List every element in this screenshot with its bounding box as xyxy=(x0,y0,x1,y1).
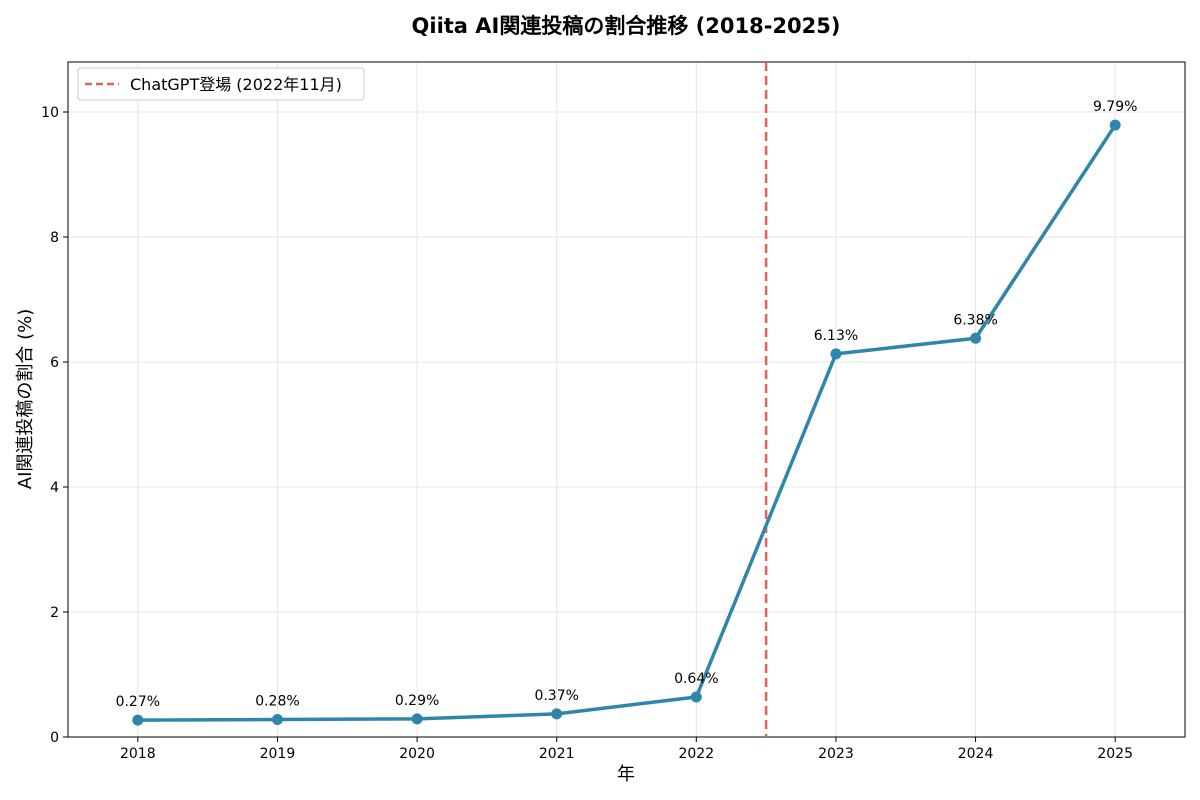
x-axis-label: 年 xyxy=(617,764,635,785)
legend-box xyxy=(77,67,365,101)
x-tick-label: 2021 xyxy=(539,746,575,762)
data-label: 6.38% xyxy=(953,312,997,328)
data-point xyxy=(551,708,563,720)
data-label: 0.37% xyxy=(534,688,578,704)
data-point xyxy=(970,332,982,344)
chart-title: Qiita AI関連投稿の割合推移 (2018-2025) xyxy=(412,14,841,38)
x-tick-label: 2020 xyxy=(399,746,435,762)
x-axis-ticks: 2018 2019 2020 2021 2022 2023 2024 2025 xyxy=(120,737,1133,762)
data-point xyxy=(411,713,423,725)
plot-frame xyxy=(67,61,1186,738)
data-label: 0.28% xyxy=(255,694,299,710)
y-axis-label: AI関連投稿の割合 (%) xyxy=(15,309,36,490)
x-tick-label: 2022 xyxy=(678,746,714,762)
x-tick-label: 2019 xyxy=(260,746,296,762)
y-tick-label: 2 xyxy=(50,605,59,621)
data-point xyxy=(271,714,283,725)
y-tick-label: 8 xyxy=(50,230,59,246)
data-label: 6.13% xyxy=(814,328,858,344)
data-point xyxy=(1109,119,1121,131)
data-label: 9.79% xyxy=(1093,99,1137,115)
data-label: 0.29% xyxy=(395,693,439,709)
data-point xyxy=(830,348,842,360)
series-points xyxy=(132,119,1121,726)
y-tick-label: 10 xyxy=(41,105,59,121)
series-line xyxy=(137,124,1117,722)
x-tick-label: 2025 xyxy=(1097,746,1133,762)
y-axis-ticks: 0 2 4 6 8 10 xyxy=(41,105,68,746)
data-point xyxy=(690,691,702,703)
y-tick-label: 0 xyxy=(50,730,59,746)
data-label: 0.64% xyxy=(674,671,718,687)
data-labels: 0.27% 0.28% 0.29% 0.37% 0.64% 6.13% 6.38% 9.79% xyxy=(116,99,1138,710)
data-point xyxy=(132,714,144,726)
y-tick-label: 4 xyxy=(50,480,59,496)
grid-lines xyxy=(68,62,1185,738)
data-label: 0.27% xyxy=(116,694,160,710)
legend-entry-chatgpt: ChatGPT登場 (2022年11月) xyxy=(130,75,342,94)
legend: ChatGPT登場 (2022年11月) xyxy=(77,67,365,101)
x-tick-label: 2018 xyxy=(120,746,156,762)
x-tick-label: 2023 xyxy=(818,746,854,762)
y-tick-label: 6 xyxy=(50,355,59,371)
x-tick-label: 2024 xyxy=(958,746,994,762)
